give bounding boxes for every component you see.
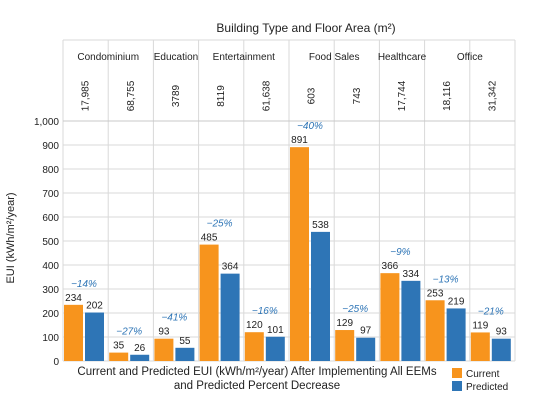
value-label-predicted: 55 [179, 336, 191, 347]
bar-current [199, 244, 219, 361]
y-tick-label: 1,000 [34, 117, 59, 128]
legend: Current Predicted [452, 368, 508, 393]
building-type-label: Education [154, 52, 198, 63]
y-tick-label: 700 [42, 189, 59, 200]
percent-decrease-label: −41% [161, 313, 187, 324]
value-label-predicted: 202 [86, 301, 103, 312]
bar-current [290, 147, 309, 361]
bar-current [425, 300, 445, 361]
floor-area-label: 743 [352, 87, 363, 104]
legend-label-predicted: Predicted [466, 382, 508, 393]
percent-decrease-label: −25% [342, 304, 368, 315]
floor-area-label: 17,985 [81, 80, 92, 111]
bar-predicted [491, 338, 511, 361]
value-label-current: 120 [246, 320, 263, 331]
building-type-label: Food Sales [309, 52, 360, 63]
floor-area-label: 603 [307, 87, 318, 104]
value-label-predicted: 93 [496, 327, 508, 338]
bar-predicted [446, 308, 466, 361]
value-label-predicted: 334 [403, 269, 420, 280]
header: Condominium Education Entertainment Food Sa… [77, 52, 498, 111]
value-label-current: 234 [65, 293, 82, 304]
bar-predicted [130, 354, 150, 361]
value-label-predicted: 219 [448, 296, 465, 307]
percent-decrease-label: −21% [478, 306, 504, 317]
building-type-label: Office [457, 52, 483, 63]
legend-swatch-current [452, 368, 462, 378]
bar-current [109, 352, 129, 361]
percent-decrease-label: −25% [207, 219, 233, 230]
bar-predicted [311, 231, 330, 361]
y-axis: 0 100 200 300 400 500 600 700 800 900 1,000 [34, 117, 59, 368]
y-tick-label: 300 [42, 285, 59, 296]
value-label-current: 93 [158, 327, 170, 338]
percent-decrease-label: −16% [252, 306, 278, 317]
bar-predicted [356, 337, 376, 361]
percent-decrease-label: −14% [71, 279, 97, 290]
grid [62, 39, 516, 362]
y-axis-label: EUI (kWh/m²/year) [5, 192, 17, 283]
bar-current [380, 273, 400, 361]
percent-decrease-label: −40% [297, 121, 323, 132]
bar-current [335, 330, 355, 361]
value-label-predicted: 364 [222, 262, 239, 273]
floor-area-label: 8119 [216, 85, 227, 107]
bar-predicted [175, 347, 195, 361]
value-label-current: 119 [472, 320, 488, 331]
floor-area-label: 3789 [171, 84, 182, 107]
bar-current [64, 304, 83, 361]
bar-predicted [265, 336, 285, 361]
percent-decrease-label: −9% [390, 247, 410, 258]
floor-area-label: 17,744 [397, 80, 408, 111]
y-tick-label: 0 [53, 357, 59, 368]
value-label-current: 35 [113, 341, 125, 352]
value-label-current: 485 [201, 233, 218, 244]
y-tick-label: 800 [42, 165, 59, 176]
floor-area-label: 68,755 [126, 80, 137, 111]
legend-swatch-predicted [452, 381, 462, 391]
bar-predicted [220, 273, 240, 361]
floor-area-label: 18,116 [442, 81, 453, 111]
bar-current [154, 338, 174, 361]
y-tick-label: 500 [42, 237, 59, 248]
value-label-predicted: 101 [267, 325, 284, 336]
value-label-predicted: 538 [312, 220, 329, 231]
building-type-label: Entertainment [213, 52, 275, 63]
bars: 234 202 −14% 35 26 −27% 93 55 −41% 485 364 −25% 120 1… [64, 121, 511, 361]
value-label-current: 253 [427, 288, 444, 299]
percent-decrease-label: −27% [116, 327, 142, 338]
value-label-current: 366 [382, 261, 399, 272]
value-label-current: 129 [336, 318, 353, 329]
floor-area-label: 61,638 [261, 80, 272, 111]
bar-predicted [85, 312, 104, 361]
building-type-label: Healthcare [378, 52, 427, 63]
y-tick-label: 400 [42, 261, 59, 272]
top-title: Building Type and Floor Area (m²) [216, 21, 395, 35]
bottom-title-line2: and Predicted Percent Decrease [174, 380, 340, 392]
bottom-title-line1: Current and Predicted EUI (kWh/m²/year) … [77, 366, 436, 378]
bar-predicted [401, 280, 421, 361]
value-label-current: 891 [291, 135, 308, 146]
y-tick-label: 200 [42, 309, 59, 320]
floor-area-label: 31,342 [487, 80, 498, 111]
y-tick-label: 100 [42, 333, 59, 344]
value-label-predicted: 97 [360, 326, 372, 337]
value-label-predicted: 26 [134, 343, 146, 354]
building-type-label: Condominium [77, 52, 139, 63]
bar-current [244, 332, 264, 361]
y-tick-label: 900 [42, 141, 59, 152]
bar-current [470, 332, 490, 361]
legend-label-current: Current [466, 369, 500, 380]
percent-decrease-label: −13% [433, 274, 459, 285]
y-tick-label: 600 [42, 213, 59, 224]
